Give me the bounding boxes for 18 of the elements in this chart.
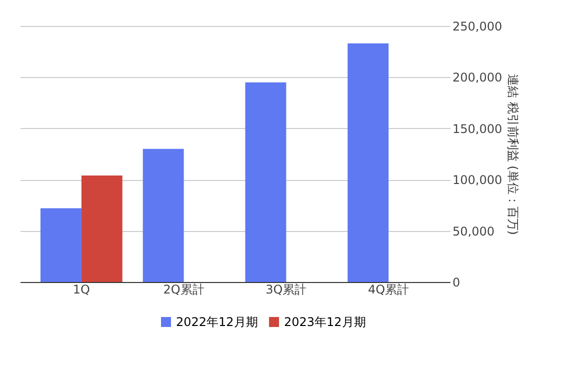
y2-axis-title: 連結 税引前利益 (単位：百万) — [506, 74, 520, 235]
bar — [81, 176, 122, 282]
y2-tick-label: 200,000 — [452, 70, 502, 85]
y2-tick-label: 100,000 — [452, 173, 502, 188]
legend-label: 2022年12月期 — [176, 315, 258, 329]
bar — [142, 148, 184, 282]
y2-tick-label: 0 — [452, 276, 460, 290]
x-tick-label: 2Q累計 — [163, 282, 204, 296]
bar — [40, 208, 82, 282]
x-tick-label: 3Q累計 — [266, 282, 307, 296]
y2-tick-label: 250,000 — [452, 20, 502, 34]
x-tick-label: 1Q — [72, 282, 90, 296]
y2-tick-label: 50,000 — [452, 224, 494, 238]
y2-tick-label: 150,000 — [452, 122, 502, 136]
bar — [348, 43, 389, 282]
bar — [245, 82, 286, 282]
legend-label: 2023年12月期 — [284, 315, 366, 329]
x-tick-label: 4Q累計 — [368, 282, 410, 296]
